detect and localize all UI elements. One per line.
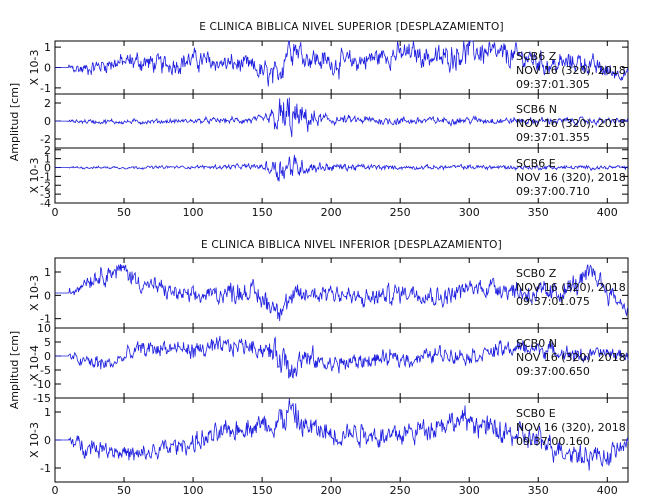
panel-frame-0-2 [54, 147, 629, 204]
date-label-0-0: NOV 16 (320), 2018 [516, 64, 626, 77]
y-tick-label-0-1-2: -2 [40, 133, 51, 146]
y-tick-label-1-2-0: 1 [44, 406, 51, 419]
y-tick-label-0-2-0: 2 [44, 144, 51, 157]
y-tick-label-1-2-1: 0 [44, 434, 51, 447]
date-label-1-0: NOV 16 (320), 2018 [516, 281, 626, 294]
y-tick-label-0-2-1: 1 [44, 153, 51, 166]
y-tick-label-1-1-3: -5 [40, 364, 51, 377]
y-tick-label-1-2-2: -1 [40, 462, 51, 475]
station-label-0-2: SCB6 E [516, 157, 556, 170]
x-tick-label-1-7: 350 [528, 484, 549, 497]
date-label-1-1: NOV 16 (320), 2018 [516, 351, 626, 364]
time-label-0-2: 09:37:00.710 [516, 185, 590, 198]
waveform-SCB6-N [55, 97, 629, 138]
scale-label-1-2: X 10-3 [28, 422, 41, 458]
x-tick-label-0-6: 300 [459, 206, 480, 219]
y-tick-label-1-0-1: 0 [44, 289, 51, 302]
date-label-0-2: NOV 16 (320), 2018 [516, 171, 626, 184]
x-tick-label-1-4: 200 [321, 484, 342, 497]
x-tick-label-1-8: 400 [597, 484, 618, 497]
scale-label-1-1: X 10-4 [28, 345, 41, 381]
x-tick-label-0-4: 200 [321, 206, 342, 219]
waveform-SCB6-Z [55, 40, 629, 87]
y-tick-label-0-2-2: 0 [44, 162, 51, 175]
y-tick-label-0-2-4: -2 [40, 179, 51, 192]
station-label-1-1: SCB0 N [516, 337, 557, 350]
x-tick-label-1-3: 150 [252, 484, 273, 497]
date-label-1-2: NOV 16 (320), 2018 [516, 421, 626, 434]
chart-title-1: E CLINICA BIBLICA NIVEL INFERIOR [DESPLA… [201, 239, 502, 251]
y-tick-label-1-1-2: 0 [44, 350, 51, 363]
waveform-SCB0-E [55, 398, 629, 471]
y-tick-label-0-1-0: 2 [44, 97, 51, 110]
x-tick-label-1-5: 250 [390, 484, 411, 497]
station-label-0-0: SCB6 Z [516, 50, 557, 63]
y-tick-label-1-1-5: -15 [33, 392, 51, 405]
time-label-0-1: 09:37:01.355 [516, 131, 590, 144]
y-axis-label-1: Amplitud [cm] [8, 331, 21, 409]
scale-label-1-0: X 10-3 [28, 275, 41, 311]
y-tick-label-1-0-2: -1 [40, 313, 51, 326]
y-axis-label-0: Amplitud [cm] [8, 83, 21, 161]
time-label-0-0: 09:37:01.305 [516, 78, 590, 91]
date-label-0-1: NOV 16 (320), 2018 [516, 117, 626, 130]
x-tick-label-0-7: 350 [528, 206, 549, 219]
x-tick-label-0-3: 150 [252, 206, 273, 219]
y-tick-label-0-2-3: -1 [40, 170, 51, 183]
x-tick-label-1-1: 50 [117, 484, 131, 497]
y-tick-label-1-1-0: 10 [37, 322, 51, 335]
waveform-SCB0-N [55, 335, 629, 379]
waveform-SCB6-E [55, 154, 629, 182]
x-tick-label-0-8: 400 [597, 206, 618, 219]
y-tick-label-1-1-1: 5 [44, 336, 51, 349]
time-label-1-2: 09:37:00.160 [516, 435, 590, 448]
scale-label-0-2: X 10-3 [28, 158, 41, 194]
scale-label-0-0: X 10-3 [28, 50, 41, 86]
x-tick-label-0-0: 0 [52, 206, 59, 219]
y-tick-label-0-0-1: 0 [44, 62, 51, 75]
station-label-1-2: SCB0 E [516, 407, 556, 420]
y-tick-label-0-2-6: -4 [40, 197, 51, 210]
time-label-1-0: 09:37:01.075 [516, 295, 590, 308]
y-tick-label-0-1-1: 0 [44, 115, 51, 128]
x-tick-label-1-0: 0 [52, 484, 59, 497]
station-label-1-0: SCB0 Z [516, 267, 557, 280]
y-tick-label-1-0-0: 1 [44, 266, 51, 279]
x-tick-label-1-6: 300 [459, 484, 480, 497]
chart-title-0: E CLINICA BIBLICA NIVEL SUPERIOR [DESPLA… [199, 21, 504, 33]
x-tick-label-0-2: 100 [183, 206, 204, 219]
waveform-SCB0-Z [55, 263, 629, 322]
station-label-0-1: SCB6 N [516, 103, 557, 116]
y-tick-label-0-0-0: 1 [44, 41, 51, 54]
time-label-1-1: 09:37:00.650 [516, 365, 590, 378]
x-tick-label-0-1: 50 [117, 206, 131, 219]
x-tick-label-0-5: 250 [390, 206, 411, 219]
y-tick-label-1-1-4: -10 [33, 378, 51, 391]
y-tick-label-0-2-5: -3 [40, 188, 51, 201]
x-tick-label-1-2: 100 [183, 484, 204, 497]
y-tick-label-0-0-2: -1 [40, 82, 51, 95]
